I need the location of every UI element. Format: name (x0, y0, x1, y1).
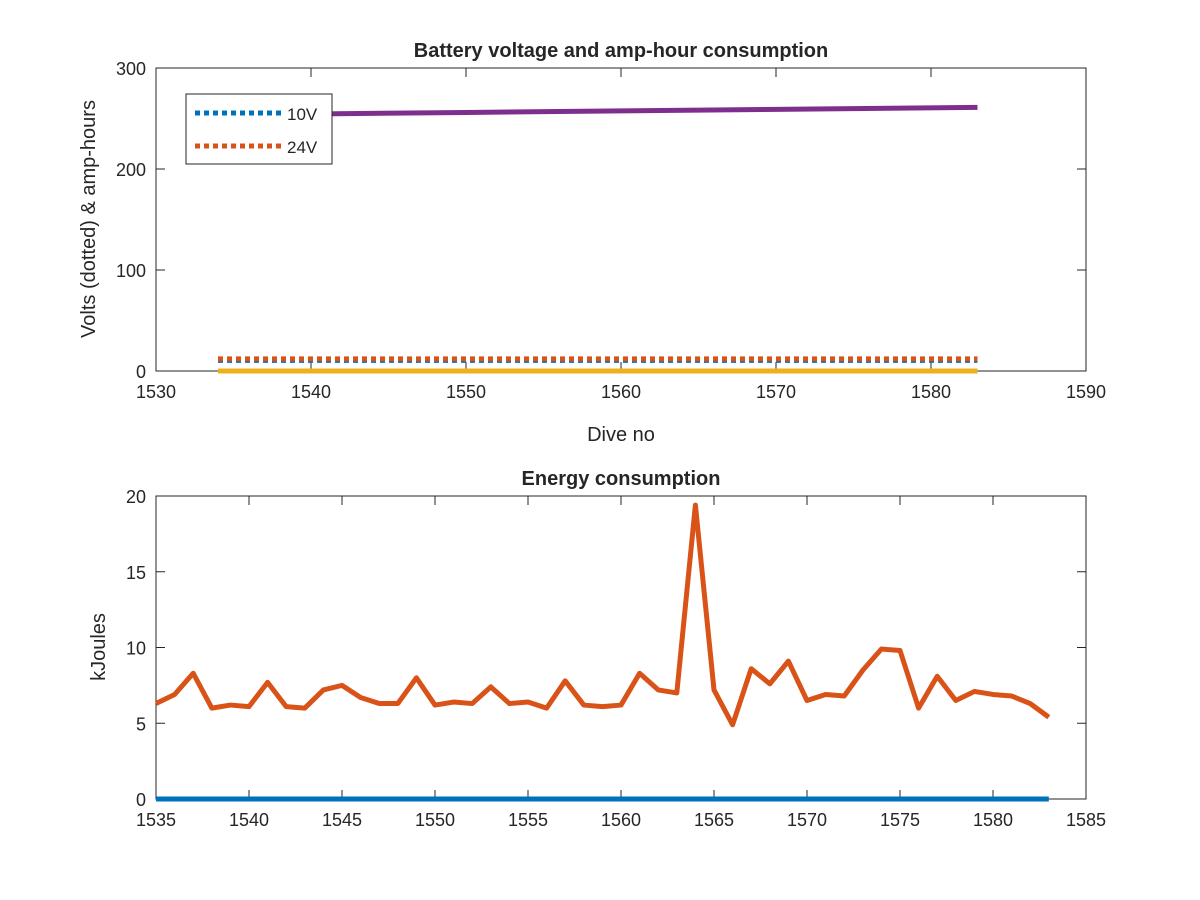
battery-chart-xlabel: Dive no (587, 424, 655, 446)
x-tick-label: 1580 (911, 382, 951, 402)
energy-chart-series (154, 502, 1051, 802)
x-tick-label: 1550 (415, 810, 455, 830)
x-tick-label: 1550 (446, 382, 486, 402)
x-tick-label: 1580 (973, 810, 1013, 830)
energy-chart-ylabel: kJoules (88, 613, 110, 681)
x-tick-label: 1575 (880, 810, 920, 830)
y-tick-label: 100 (116, 261, 146, 281)
x-tick-label: 1540 (229, 810, 269, 830)
x-tick-label: 1570 (756, 382, 796, 402)
battery-chart: Battery voltage and amp-hour consumption… (78, 40, 1106, 446)
energy-chart-ticks: 1535 1540 1545 1550 1555 1560 1565 1570 1575 1580… (126, 487, 1106, 830)
legend-24v-label: 24V (287, 138, 318, 157)
battery-chart-legend: 10V 24V (185, 93, 333, 165)
y-tick-label: 5 (136, 714, 146, 734)
x-tick-label: 1530 (136, 382, 176, 402)
x-tick-label: 1555 (508, 810, 548, 830)
energy-chart: Energy consumption 1535 1540 1545 1550 1555 1… (88, 468, 1106, 830)
legend-10v-label: 10V (287, 105, 318, 124)
energy-series-line-1 (154, 502, 1051, 728)
y-tick-label: 300 (116, 59, 146, 79)
x-tick-label: 1560 (601, 382, 641, 402)
legend-box (185, 93, 333, 165)
energy-chart-plot-area (155, 495, 1087, 800)
x-tick-label: 1535 (136, 810, 176, 830)
battery-chart-title: Battery voltage and amp-hour consumption (414, 40, 828, 62)
x-tick-label: 1565 (694, 810, 734, 830)
x-tick-label: 1585 (1066, 810, 1106, 830)
x-tick-label: 1560 (601, 810, 641, 830)
y-tick-label: 0 (136, 790, 146, 810)
battery-chart-ylabel: Volts (dotted) & amp-hours (78, 100, 100, 338)
energy-chart-title: Energy consumption (522, 468, 721, 490)
x-tick-label: 1590 (1066, 382, 1106, 402)
x-tick-label: 1570 (787, 810, 827, 830)
y-tick-label: 200 (116, 160, 146, 180)
y-tick-label: 0 (136, 362, 146, 382)
y-tick-label: 15 (126, 563, 146, 583)
x-tick-label: 1545 (322, 810, 362, 830)
y-tick-label: 20 (126, 487, 146, 507)
x-tick-label: 1540 (291, 382, 331, 402)
y-tick-label: 10 (126, 639, 146, 659)
